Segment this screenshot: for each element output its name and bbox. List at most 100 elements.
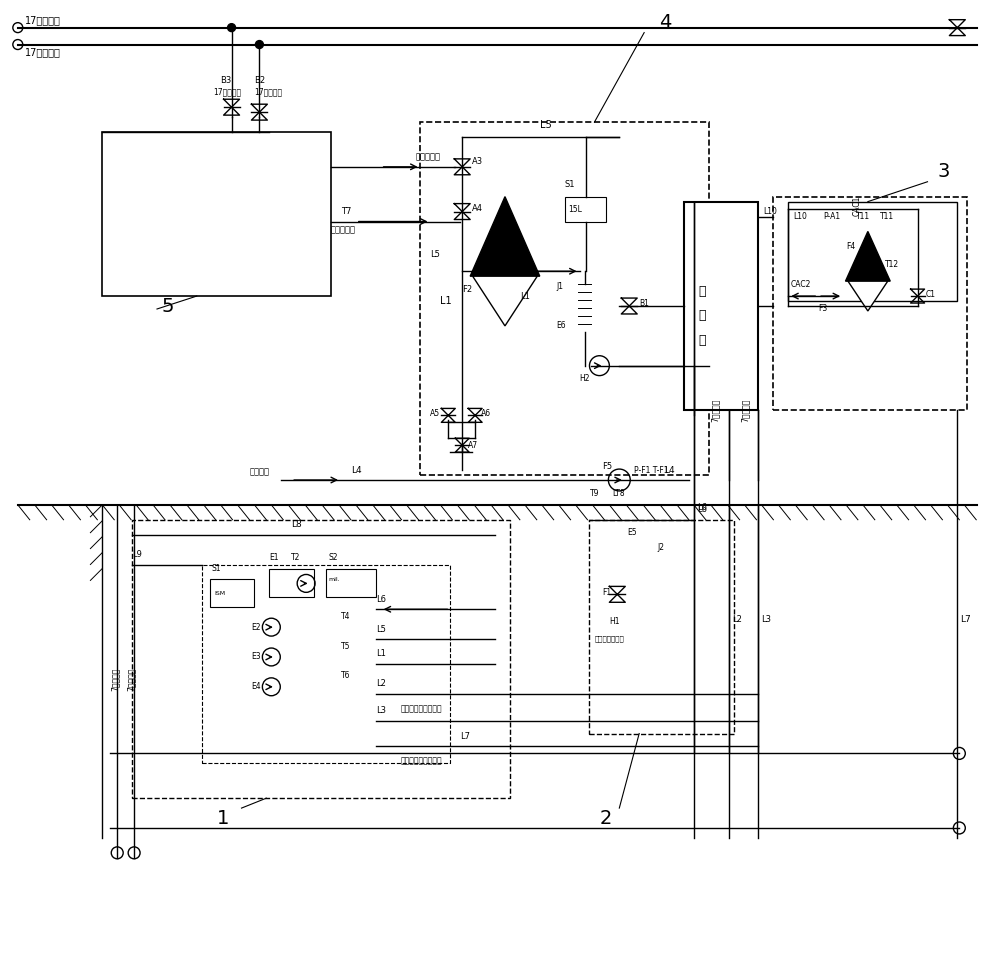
Text: 7度水进水: 7度水进水 [110, 667, 119, 691]
Text: mil.: mil. [328, 577, 340, 582]
Text: L7: L7 [460, 732, 470, 741]
Text: A6: A6 [481, 408, 491, 418]
Bar [788, 202, 957, 301]
Text: H1: H1 [609, 617, 620, 626]
Text: C1: C1 [926, 289, 936, 299]
Bar [565, 197, 606, 221]
Text: T11: T11 [880, 212, 894, 221]
Text: 7度水回水: 7度水回水 [127, 667, 136, 691]
Circle shape [111, 847, 123, 859]
Bar [420, 122, 709, 475]
Text: 17度水进水: 17度水进水 [254, 87, 283, 97]
Text: B2: B2 [254, 76, 266, 85]
Text: L10: L10 [763, 207, 777, 216]
Text: ISM: ISM [214, 591, 225, 596]
Text: J1: J1 [557, 282, 564, 290]
Text: 17度水进水: 17度水进水 [25, 14, 61, 25]
Text: F1: F1 [602, 588, 612, 597]
Text: E6: E6 [557, 321, 566, 331]
Text: A5: A5 [430, 408, 441, 418]
Text: L1: L1 [520, 291, 530, 301]
Text: 17度水回水: 17度水回水 [25, 47, 61, 58]
Text: L5: L5 [540, 120, 552, 130]
Bar [773, 197, 967, 410]
Text: 17度水回水: 17度水回水 [214, 87, 242, 97]
Text: F4: F4 [846, 242, 855, 251]
Text: T4: T4 [341, 612, 350, 621]
Text: E2: E2 [251, 623, 261, 631]
Text: L1: L1 [440, 296, 452, 306]
Bar [269, 570, 314, 598]
Text: T6: T6 [341, 672, 350, 680]
Text: L5: L5 [430, 250, 440, 259]
Text: 喷雾工况下关闭: 喷雾工况下关闭 [594, 636, 624, 642]
Text: 3: 3 [937, 162, 950, 182]
Text: 系统出水口: 系统出水口 [331, 225, 356, 234]
Bar [102, 132, 331, 296]
Circle shape [953, 822, 965, 834]
Text: 中央二级冷排循环水: 中央二级冷排循环水 [401, 756, 442, 765]
Text: 2: 2 [599, 808, 612, 827]
Polygon shape [470, 197, 540, 276]
Text: A4: A4 [472, 204, 483, 213]
Text: L3: L3 [761, 615, 771, 624]
Text: 中央二级冷排循环水: 中央二级冷排循环水 [401, 704, 442, 713]
Polygon shape [845, 232, 890, 282]
Text: L6: L6 [376, 595, 386, 604]
Text: T12: T12 [885, 259, 899, 269]
Circle shape [13, 39, 23, 50]
Text: F2: F2 [462, 284, 472, 294]
Bar [210, 579, 254, 607]
Text: E5: E5 [627, 529, 637, 537]
Text: F3: F3 [818, 304, 827, 312]
Text: 7度水回水: 7度水回水 [741, 399, 750, 422]
Text: B1: B1 [639, 299, 649, 308]
Text: A3: A3 [472, 158, 483, 166]
Text: L7: L7 [960, 615, 971, 624]
Text: L2: L2 [732, 615, 742, 624]
Text: LT8: LT8 [612, 489, 625, 499]
Text: H2: H2 [580, 374, 590, 383]
Text: L9: L9 [132, 550, 142, 559]
Text: 动: 动 [699, 309, 706, 323]
Text: P-A1: P-A1 [823, 212, 840, 221]
Text: L5: L5 [376, 625, 386, 633]
Bar [684, 202, 758, 410]
Circle shape [13, 23, 23, 33]
Text: E4: E4 [251, 682, 261, 691]
Text: A7: A7 [468, 441, 478, 450]
Bar [326, 570, 376, 598]
Text: CAC1: CAC1 [853, 195, 862, 216]
Bar [589, 520, 734, 733]
Text: J2: J2 [657, 543, 664, 553]
Text: 15L: 15L [569, 205, 582, 214]
Text: CAC2: CAC2 [790, 280, 811, 288]
Text: T11: T11 [856, 212, 870, 221]
Text: F5: F5 [602, 461, 613, 471]
Text: T7: T7 [341, 207, 351, 216]
Text: 发: 发 [699, 284, 706, 298]
Text: S1: S1 [212, 564, 221, 573]
Text: 1: 1 [217, 808, 229, 827]
Bar [132, 520, 510, 799]
Text: T5: T5 [341, 642, 350, 651]
Circle shape [953, 748, 965, 759]
Circle shape [228, 24, 236, 32]
Text: L2: L2 [376, 679, 386, 688]
Polygon shape [473, 276, 537, 326]
Text: L6: L6 [697, 504, 707, 512]
Text: 4: 4 [659, 13, 671, 32]
Text: S1: S1 [565, 181, 575, 189]
Text: T2: T2 [291, 553, 301, 562]
Polygon shape [848, 282, 888, 311]
Text: P-F1 T-F1: P-F1 T-F1 [634, 465, 669, 475]
Circle shape [255, 40, 263, 48]
Text: E3: E3 [251, 653, 261, 661]
Text: L10: L10 [793, 212, 807, 221]
Text: 7度水进水: 7度水进水 [711, 399, 720, 422]
Text: L1: L1 [376, 650, 386, 658]
Bar [202, 564, 450, 763]
Text: 机: 机 [699, 334, 706, 347]
Text: T9: T9 [589, 489, 599, 499]
Text: S2: S2 [328, 553, 338, 562]
